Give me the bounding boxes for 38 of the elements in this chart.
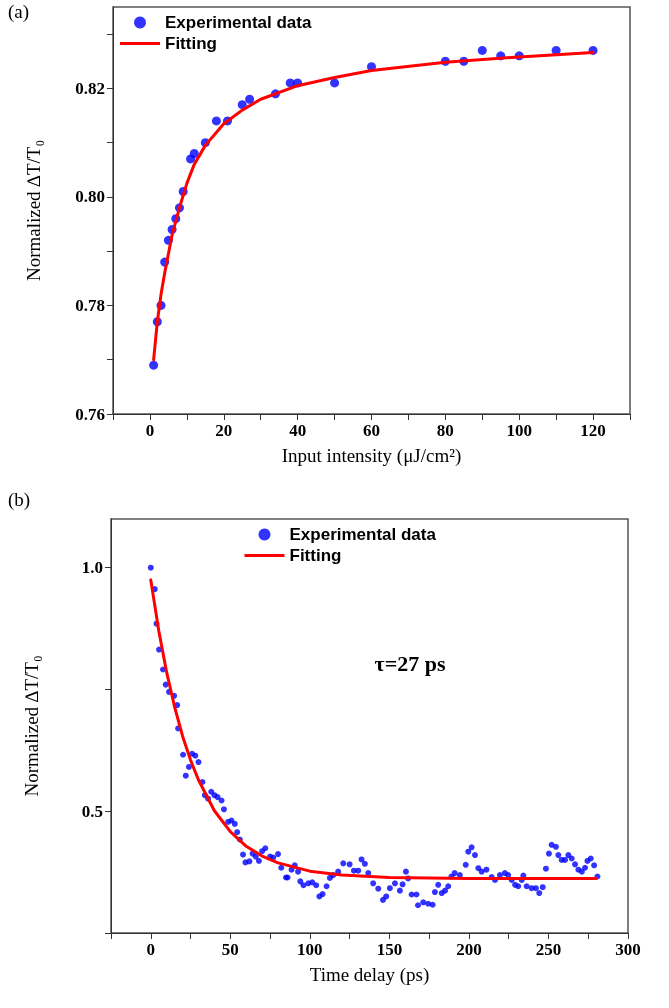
- y-tick-label: 0.76: [75, 404, 105, 424]
- y-tick-label: 0.5: [81, 801, 103, 821]
- x-tick-label: 100: [506, 421, 532, 440]
- x-tick-label: 0: [145, 421, 155, 440]
- x-tick-label: 250: [535, 940, 562, 959]
- x-tick-label: 100: [297, 940, 323, 959]
- y-tick-label: 1.0: [81, 558, 103, 578]
- x-tick-label: 200: [456, 940, 482, 959]
- x-tick-label: 80: [436, 421, 454, 440]
- annotation: τ=27 ps: [374, 650, 446, 676]
- x-tick-label: 300: [615, 940, 641, 959]
- y-tick-label: 0.82: [75, 78, 105, 98]
- x-tick-label: 150: [376, 940, 403, 959]
- legend-label: Fitting: [289, 546, 342, 565]
- y-tick-label: 0.80: [75, 187, 105, 207]
- x-tick-label: 50: [221, 940, 239, 959]
- x-axis-title: Input intensity (μJ/cm²): [281, 445, 462, 467]
- y-tick-label: 0.78: [75, 295, 105, 315]
- point: [189, 149, 199, 159]
- x-tick-label: 60: [363, 421, 380, 440]
- x-tick-label: 0: [146, 940, 156, 959]
- x-tick-label: 120: [580, 421, 606, 440]
- point: [245, 94, 255, 104]
- point: [330, 78, 340, 88]
- chart-title: (a): [8, 1, 30, 23]
- legend-label: Experimental data: [289, 525, 437, 544]
- y-axis-title: Normalized ∆T/T₀: [21, 655, 42, 797]
- legend-label: Fitting: [165, 34, 217, 53]
- point: [211, 116, 221, 126]
- y-axis-title: Normalized ∆T/T₀: [23, 139, 44, 282]
- x-tick-label: 20: [215, 421, 233, 440]
- point: [237, 100, 247, 110]
- x-axis-title: Time delay (ps): [309, 964, 430, 986]
- x-tick-label: 40: [289, 421, 307, 440]
- point: [149, 360, 159, 370]
- point: [477, 45, 487, 55]
- chart-title: (b): [8, 489, 31, 511]
- legend-label: Experimental data: [165, 13, 312, 32]
